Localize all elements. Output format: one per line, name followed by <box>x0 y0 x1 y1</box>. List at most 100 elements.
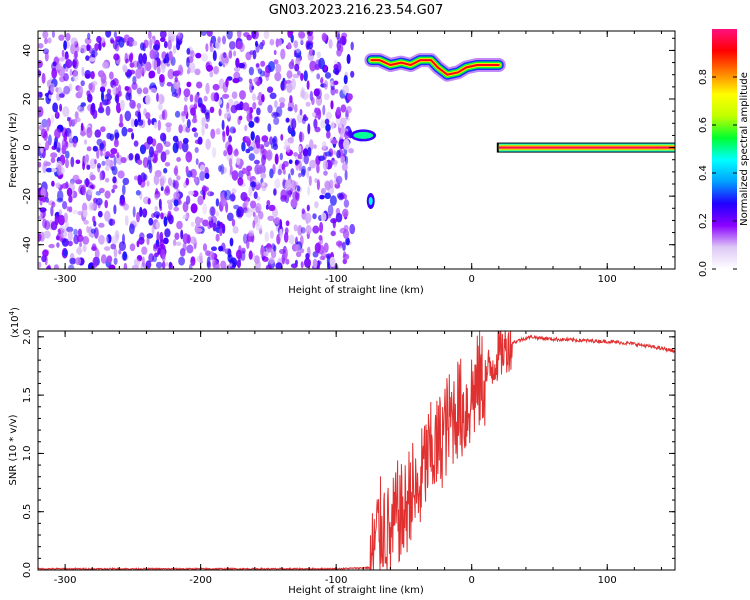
noise-speckle <box>158 198 162 209</box>
noise-speckle <box>337 193 345 201</box>
noise-speckle <box>155 261 163 269</box>
noise-speckle <box>253 159 260 165</box>
noise-speckle <box>67 142 74 148</box>
noise-speckle <box>293 40 299 49</box>
noise-speckle <box>136 240 140 248</box>
noise-speckle <box>235 208 241 218</box>
noise-speckle <box>235 103 243 111</box>
noise-speckle <box>142 87 149 95</box>
noise-speckle <box>228 135 233 143</box>
noise-speckle <box>199 252 203 262</box>
noise-speckle <box>248 230 255 237</box>
noise-speckle <box>50 157 56 164</box>
noise-speckle <box>238 115 243 121</box>
noise-speckle <box>232 226 239 234</box>
noise-speckle <box>213 260 220 269</box>
noise-speckle <box>112 176 117 184</box>
noise-speckle <box>212 50 217 62</box>
noise-speckle <box>131 82 138 90</box>
noise-speckle <box>42 249 49 257</box>
noise-speckle <box>92 80 98 86</box>
noise-speckle <box>110 166 115 171</box>
noise-speckle <box>306 167 310 179</box>
noise-speckle <box>346 93 353 101</box>
noise-speckle <box>191 118 198 124</box>
noise-speckle <box>101 79 107 88</box>
noise-speckle <box>159 175 167 185</box>
noise-speckle <box>306 80 310 90</box>
noise-speckle <box>340 156 346 164</box>
noise-speckle <box>119 199 126 207</box>
noise-speckle <box>286 70 293 79</box>
noise-speckle <box>174 232 180 240</box>
noise-speckle <box>137 111 142 123</box>
noise-speckle <box>185 177 190 186</box>
noise-speckle <box>62 201 68 210</box>
noise-speckle <box>133 175 139 181</box>
noise-speckle <box>329 256 336 268</box>
noise-speckle <box>114 95 118 102</box>
noise-speckle <box>63 40 67 51</box>
noise-speckle <box>335 175 343 185</box>
noise-speckle <box>248 153 255 161</box>
noise-speckle <box>273 50 277 55</box>
snr-frame <box>37 330 676 571</box>
noise-speckle <box>340 104 347 113</box>
noise-speckle <box>344 155 349 165</box>
noise-speckle <box>162 253 166 263</box>
noise-speckle <box>239 90 246 100</box>
noise-speckle <box>70 43 76 55</box>
noise-speckle <box>94 43 99 52</box>
noise-speckle <box>189 168 197 178</box>
noise-speckle <box>38 43 44 49</box>
noise-speckle <box>343 251 347 258</box>
noise-speckle <box>284 80 288 85</box>
colorbar-tick-label: 0.6 <box>698 117 709 133</box>
noise-speckle <box>104 210 111 222</box>
noise-speckle <box>284 227 289 235</box>
noise-speckle <box>190 221 195 227</box>
y-tick-label: 1.5 <box>22 387 33 403</box>
noise-speckle <box>326 255 331 267</box>
noise-speckle <box>137 159 143 165</box>
noise-speckle <box>183 88 191 98</box>
noise-speckle <box>305 101 311 107</box>
noise-speckle <box>85 177 89 188</box>
noise-speckle <box>106 88 112 96</box>
noise-speckle <box>204 172 210 180</box>
noise-speckle <box>48 94 52 99</box>
noise-speckle <box>271 243 276 250</box>
noise-speckle <box>226 212 234 222</box>
noise-speckle <box>231 218 236 227</box>
noise-speckle <box>261 154 266 166</box>
noise-speckle <box>223 52 227 59</box>
x-tick-label: -300 <box>54 274 77 285</box>
noise-speckle <box>104 199 108 209</box>
noise-speckle <box>73 44 80 53</box>
noise-speckle <box>53 141 58 150</box>
noise-speckle <box>176 157 182 162</box>
noise-speckle <box>338 123 342 129</box>
noise-speckle <box>290 198 298 209</box>
noise-speckle <box>231 188 237 194</box>
noise-speckle <box>74 111 79 119</box>
noise-speckle <box>161 62 166 74</box>
noise-speckle <box>273 117 280 125</box>
noise-speckle <box>210 215 217 225</box>
noise-speckle <box>157 119 161 131</box>
x-tick-label: -200 <box>189 575 212 586</box>
noise-speckle <box>104 190 111 199</box>
noise-speckle <box>225 78 229 88</box>
noise-speckle <box>318 235 323 241</box>
noise-speckle <box>301 91 309 100</box>
noise-speckle <box>267 61 275 72</box>
noise-speckle <box>308 175 312 187</box>
noise-speckle <box>105 235 109 244</box>
noise-speckle <box>316 73 321 80</box>
feature-blob-inner <box>353 131 374 139</box>
noise-speckle <box>72 174 80 183</box>
noise-speckle <box>90 203 98 210</box>
noise-speckle <box>255 40 258 48</box>
noise-speckle <box>157 103 163 111</box>
noise-speckle <box>291 118 297 130</box>
